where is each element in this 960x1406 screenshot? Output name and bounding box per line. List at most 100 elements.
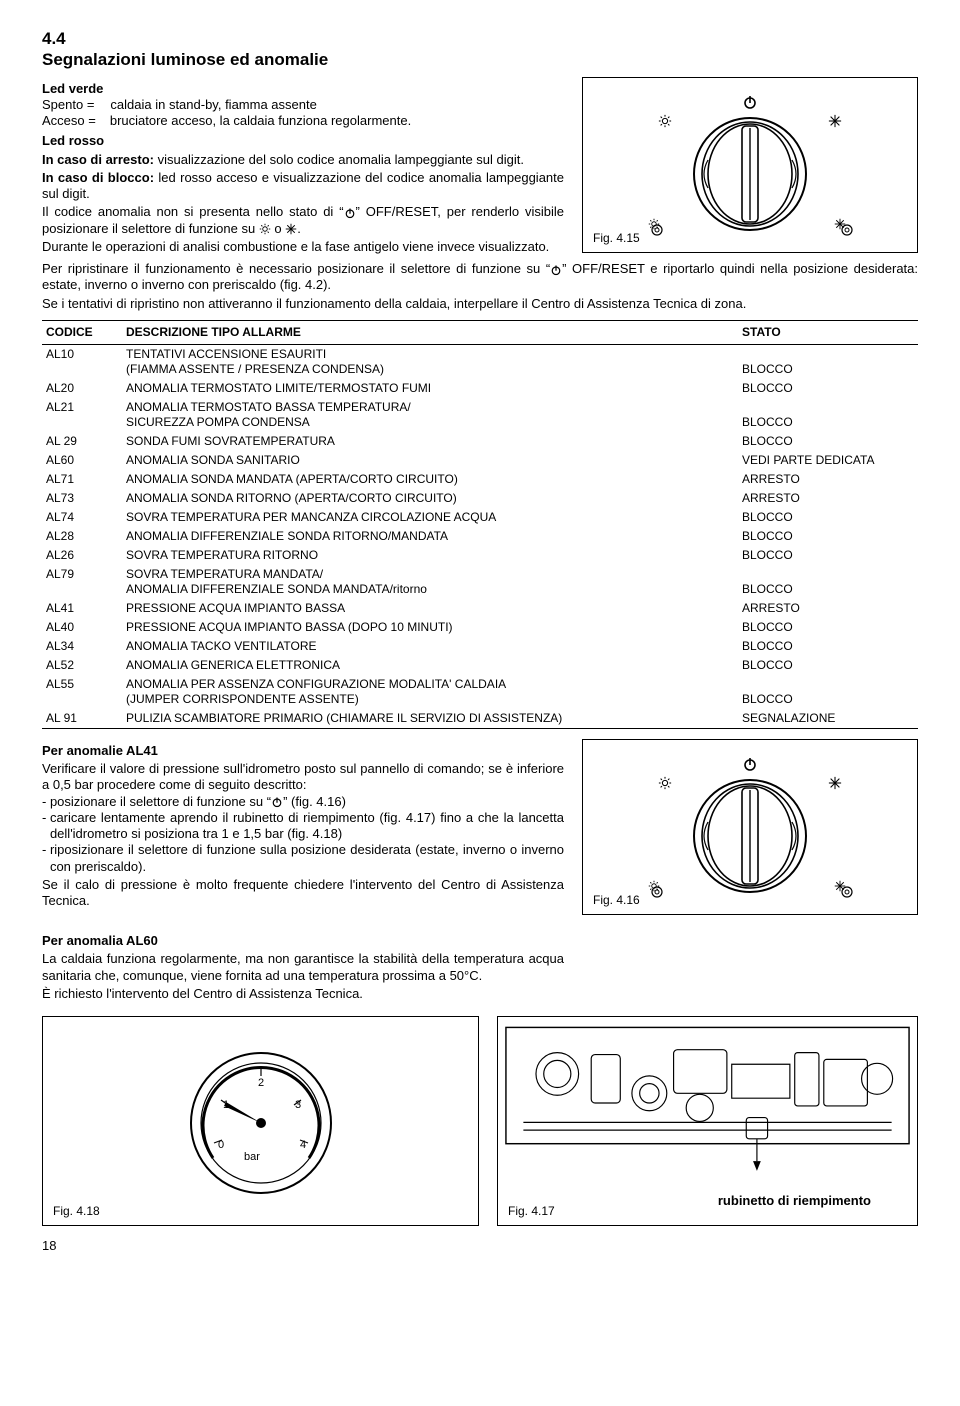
table-row: AL41PRESSIONE ACQUA IMPIANTO BASSAARREST… <box>42 599 918 618</box>
codice-text-1: Il codice anomalia non si presenta nello… <box>42 204 344 219</box>
alarm-code: AL40 <box>42 618 122 637</box>
fig-4-15-label: Fig. 4.15 <box>593 231 640 246</box>
figure-4-18: 0 1 2 3 4 bar Fig. 4.18 <box>42 1016 479 1226</box>
codice-text-3: o <box>271 221 285 236</box>
alarm-state: BLOCCO <box>738 565 918 599</box>
page-number: 18 <box>42 1238 918 1254</box>
alarm-description: ANOMALIA SONDA MANDATA (APERTA/CORTO CIR… <box>122 470 738 489</box>
al41-heading: Per anomalie AL41 <box>42 743 564 759</box>
selector-knob-diagram-2 <box>600 752 900 902</box>
table-row: AL28ANOMALIA DIFFERENZIALE SONDA RITORNO… <box>42 527 918 546</box>
selector-knob-diagram <box>600 90 900 240</box>
acceso-label: Acceso = <box>42 113 96 129</box>
al60-p2: È richiesto l'intervento del Centro di A… <box>42 986 564 1002</box>
alarm-description: ANOMALIA TERMOSTATO BASSA TEMPERATURA/SI… <box>122 398 738 432</box>
table-row: AL73ANOMALIA SONDA RITORNO (APERTA/CORTO… <box>42 489 918 508</box>
alarm-state: ARRESTO <box>738 599 918 618</box>
al41-section: Per anomalie AL41 Verificare il valore d… <box>42 739 564 910</box>
alarm-state: BLOCCO <box>738 618 918 637</box>
section-title: Segnalazioni luminose ed anomalie <box>42 49 918 70</box>
alarm-code: AL73 <box>42 489 122 508</box>
alarm-code: AL79 <box>42 565 122 599</box>
alarm-description: PULIZIA SCAMBIATORE PRIMARIO (CHIAMARE I… <box>122 709 738 729</box>
alarm-code: AL 29 <box>42 432 122 451</box>
al41-li3: riposizionare il selettore di funzione s… <box>50 842 564 875</box>
alarm-description: ANOMALIA TACKO VENTILATORE <box>122 637 738 656</box>
blocco-bold: In caso di blocco: <box>42 170 154 185</box>
alarm-description: ANOMALIA DIFFERENZIALE SONDA RITORNO/MAN… <box>122 527 738 546</box>
alarm-code: AL60 <box>42 451 122 470</box>
alarm-state: BLOCCO <box>738 675 918 709</box>
alarm-code: AL10 <box>42 344 122 379</box>
table-row: AL52ANOMALIA GENERICA ELETTRONICABLOCCO <box>42 656 918 675</box>
durante-text: Durante le operazioni di analisi combust… <box>42 239 564 255</box>
figure-4-15: Fig. 4.15 <box>582 77 918 253</box>
sun-icon <box>259 223 271 235</box>
al60-section: Per anomalia AL60 La caldaia funziona re… <box>42 929 564 1002</box>
alarm-state: BLOCCO <box>738 379 918 398</box>
alarm-state: BLOCCO <box>738 344 918 379</box>
alarm-description: SOVRA TEMPERATURA PER MANCANZA CIRCOLAZI… <box>122 508 738 527</box>
alarm-state: VEDI PARTE DEDICATA <box>738 451 918 470</box>
al60-p1: La caldaia funziona regolarmente, ma non… <box>42 951 564 984</box>
fig-4-17-label: Fig. 4.17 <box>508 1204 555 1219</box>
table-row: AL79SOVRA TEMPERATURA MANDATA/ANOMALIA D… <box>42 565 918 599</box>
svg-text:bar: bar <box>244 1151 260 1163</box>
alarm-code: AL 91 <box>42 709 122 729</box>
al41-li1-a: posizionare il selettore di funzione su … <box>50 794 271 809</box>
table-row: AL 91PULIZIA SCAMBIATORE PRIMARIO (CHIAM… <box>42 709 918 729</box>
alarm-state: BLOCCO <box>738 527 918 546</box>
boiler-internals-diagram <box>504 1023 911 1183</box>
table-row: AL34ANOMALIA TACKO VENTILATOREBLOCCO <box>42 637 918 656</box>
alarm-description: PRESSIONE ACQUA IMPIANTO BASSA (DOPO 10 … <box>122 618 738 637</box>
alarm-state: SEGNALAZIONE <box>738 709 918 729</box>
alarm-code: AL41 <box>42 599 122 618</box>
alarm-description: TENTATIVI ACCENSIONE ESAURITI(FIAMMA ASS… <box>122 344 738 379</box>
alarm-description: PRESSIONE ACQUA IMPIANTO BASSA <box>122 599 738 618</box>
alarm-state: BLOCCO <box>738 637 918 656</box>
al41-li1-b: ” (fig. 4.16) <box>283 794 346 809</box>
alarm-code: AL52 <box>42 656 122 675</box>
table-row: AL74SOVRA TEMPERATURA PER MANCANZA CIRCO… <box>42 508 918 527</box>
figure-4-16: Fig. 4.16 <box>582 739 918 915</box>
alarm-code: AL21 <box>42 398 122 432</box>
alarm-description: SONDA FUMI SOVRATEMPERATURA <box>122 432 738 451</box>
table-row: AL10TENTATIVI ACCENSIONE ESAURITI(FIAMMA… <box>42 344 918 379</box>
alarm-state: ARRESTO <box>738 489 918 508</box>
section-number: 4.4 <box>42 28 918 49</box>
spento-text: caldaia in stand-by, fiamma assente <box>110 97 316 113</box>
al60-heading: Per anomalia AL60 <box>42 933 564 949</box>
alarm-description: ANOMALIA PER ASSENZA CONFIGURAZIONE MODA… <box>122 675 738 709</box>
al41-p1: Verificare il valore di pressione sull'i… <box>42 761 564 794</box>
alarm-code: AL20 <box>42 379 122 398</box>
alarm-code: AL34 <box>42 637 122 656</box>
alarm-description: ANOMALIA SONDA SANITARIO <box>122 451 738 470</box>
intro-text: Led verde Spento = caldaia in stand-by, … <box>42 77 564 256</box>
power-icon <box>550 264 562 276</box>
alarm-description: SOVRA TEMPERATURA MANDATA/ANOMALIA DIFFE… <box>122 565 738 599</box>
pressure-gauge-diagram: 0 1 2 3 4 bar <box>176 1038 346 1208</box>
alarm-code: AL71 <box>42 470 122 489</box>
alarm-state: BLOCCO <box>738 508 918 527</box>
spento-label: Spento = <box>42 97 94 113</box>
table-row: AL21ANOMALIA TERMOSTATO BASSA TEMPERATUR… <box>42 398 918 432</box>
table-row: AL20ANOMALIA TERMOSTATO LIMITE/TERMOSTAT… <box>42 379 918 398</box>
arresto-text: visualizzazione del solo codice anomalia… <box>154 152 524 167</box>
led-verde-heading: Led verde <box>42 81 564 97</box>
table-row: AL55ANOMALIA PER ASSENZA CONFIGURAZIONE … <box>42 675 918 709</box>
fig-4-18-label: Fig. 4.18 <box>53 1204 100 1219</box>
al41-li2: caricare lentamente aprendo il rubinetto… <box>50 810 564 843</box>
alarm-table: CODICE DESCRIZIONE TIPO ALLARME STATO AL… <box>42 320 918 729</box>
alarm-description: ANOMALIA GENERICA ELETTRONICA <box>122 656 738 675</box>
alarm-code: AL26 <box>42 546 122 565</box>
col-codice: CODICE <box>42 320 122 344</box>
col-stato: STATO <box>738 320 918 344</box>
alarm-state: BLOCCO <box>738 546 918 565</box>
alarm-state: BLOCCO <box>738 656 918 675</box>
table-row: AL 29SONDA FUMI SOVRATEMPERATURABLOCCO <box>42 432 918 451</box>
power-icon <box>271 796 283 808</box>
alarm-code: AL55 <box>42 675 122 709</box>
alarm-code: AL28 <box>42 527 122 546</box>
alarm-description: ANOMALIA TERMOSTATO LIMITE/TERMOSTATO FU… <box>122 379 738 398</box>
table-row: AL71ANOMALIA SONDA MANDATA (APERTA/CORTO… <box>42 470 918 489</box>
